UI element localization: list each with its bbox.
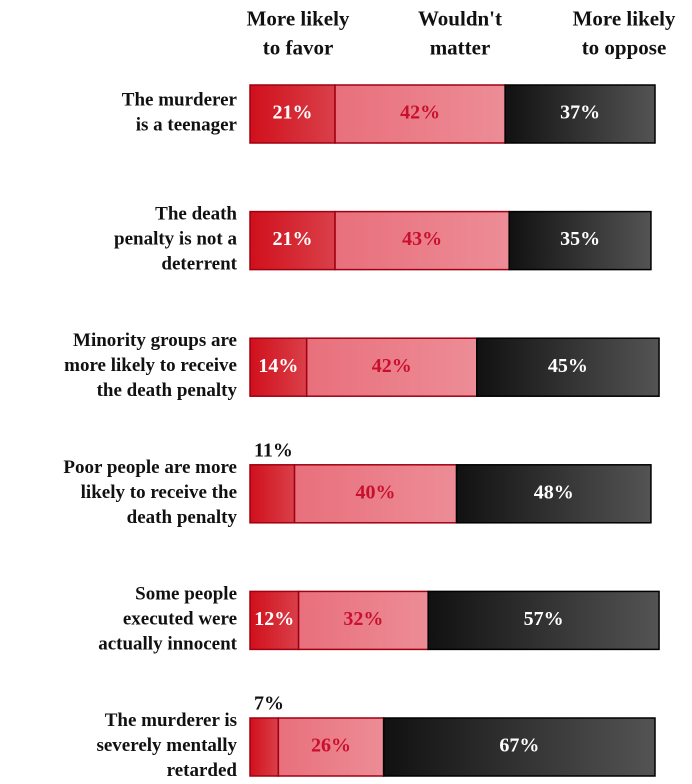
value-label: 42% — [372, 355, 412, 377]
bar-segment — [427, 590, 660, 651]
category-label: Some people executed were actually innocen… — [98, 584, 237, 655]
bar-segment — [249, 717, 280, 777]
value-label: 40% — [356, 481, 396, 503]
value-label: 43% — [402, 228, 442, 250]
category-label: Poor people are more likely to receive th… — [63, 457, 237, 528]
value-label: 14% — [258, 355, 298, 377]
value-label: 48% — [534, 481, 574, 503]
category-label: The murderer is a teenager — [122, 90, 238, 136]
bar-segment — [334, 210, 510, 271]
category-label: The murderer is severely mentally retarded — [96, 710, 237, 781]
value-label: 21% — [273, 228, 313, 250]
bar-segment — [334, 84, 506, 144]
bar-segment — [455, 464, 652, 524]
legend-label: More likely to favor — [247, 6, 350, 59]
bar-segment — [508, 210, 652, 271]
bar-segment — [293, 464, 458, 524]
value-label: 32% — [343, 608, 383, 630]
category-label: Minority groups are more likely to receiv… — [64, 331, 237, 402]
legend-label: Wouldn't matter — [418, 6, 502, 59]
value-label: 42% — [400, 102, 440, 124]
bar-segment — [249, 337, 308, 397]
value-label: 21% — [273, 102, 313, 124]
value-label: 67% — [499, 735, 539, 757]
value-label: 35% — [560, 228, 600, 250]
value-label: 45% — [548, 355, 588, 377]
value-label: 37% — [560, 102, 600, 124]
bar-segment — [476, 337, 660, 397]
value-label: 7% — [254, 693, 284, 715]
bar-segment — [382, 717, 656, 777]
bar-segment — [297, 590, 429, 651]
value-label: 12% — [254, 608, 294, 630]
bar-segment — [249, 84, 336, 144]
legend-label: More likely to oppose — [573, 6, 676, 59]
bar-segment — [249, 464, 296, 524]
value-label: 11% — [254, 439, 293, 461]
value-label: 57% — [524, 608, 564, 630]
bar-segment — [249, 590, 300, 651]
value-label: 26% — [311, 735, 351, 757]
category-label: The death penalty is not a deterrent — [114, 204, 238, 275]
bar-segment — [305, 337, 478, 397]
bar-segment — [504, 84, 656, 144]
